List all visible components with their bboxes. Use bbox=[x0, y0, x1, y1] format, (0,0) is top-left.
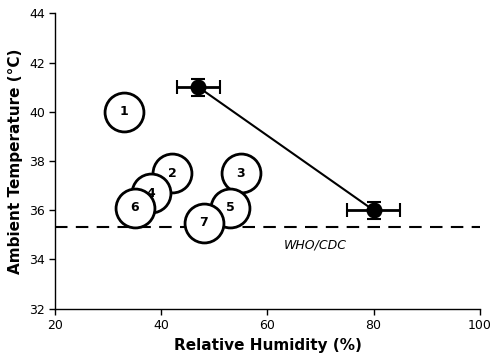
Text: 1: 1 bbox=[120, 105, 128, 118]
Point bbox=[237, 170, 245, 176]
Text: WHO/CDC: WHO/CDC bbox=[284, 239, 346, 252]
Text: 7: 7 bbox=[200, 216, 208, 229]
Point bbox=[226, 205, 234, 211]
Point bbox=[131, 205, 139, 211]
Y-axis label: Ambient Temperature (°C): Ambient Temperature (°C) bbox=[8, 48, 24, 274]
Point bbox=[168, 170, 176, 176]
Text: 5: 5 bbox=[226, 201, 234, 214]
Point bbox=[120, 109, 128, 115]
Text: 4: 4 bbox=[146, 187, 155, 200]
Point bbox=[200, 219, 208, 225]
Text: 6: 6 bbox=[130, 201, 139, 214]
X-axis label: Relative Humidity (%): Relative Humidity (%) bbox=[174, 338, 362, 353]
Text: 2: 2 bbox=[168, 167, 176, 180]
Text: 3: 3 bbox=[236, 167, 245, 180]
Point bbox=[146, 190, 154, 196]
